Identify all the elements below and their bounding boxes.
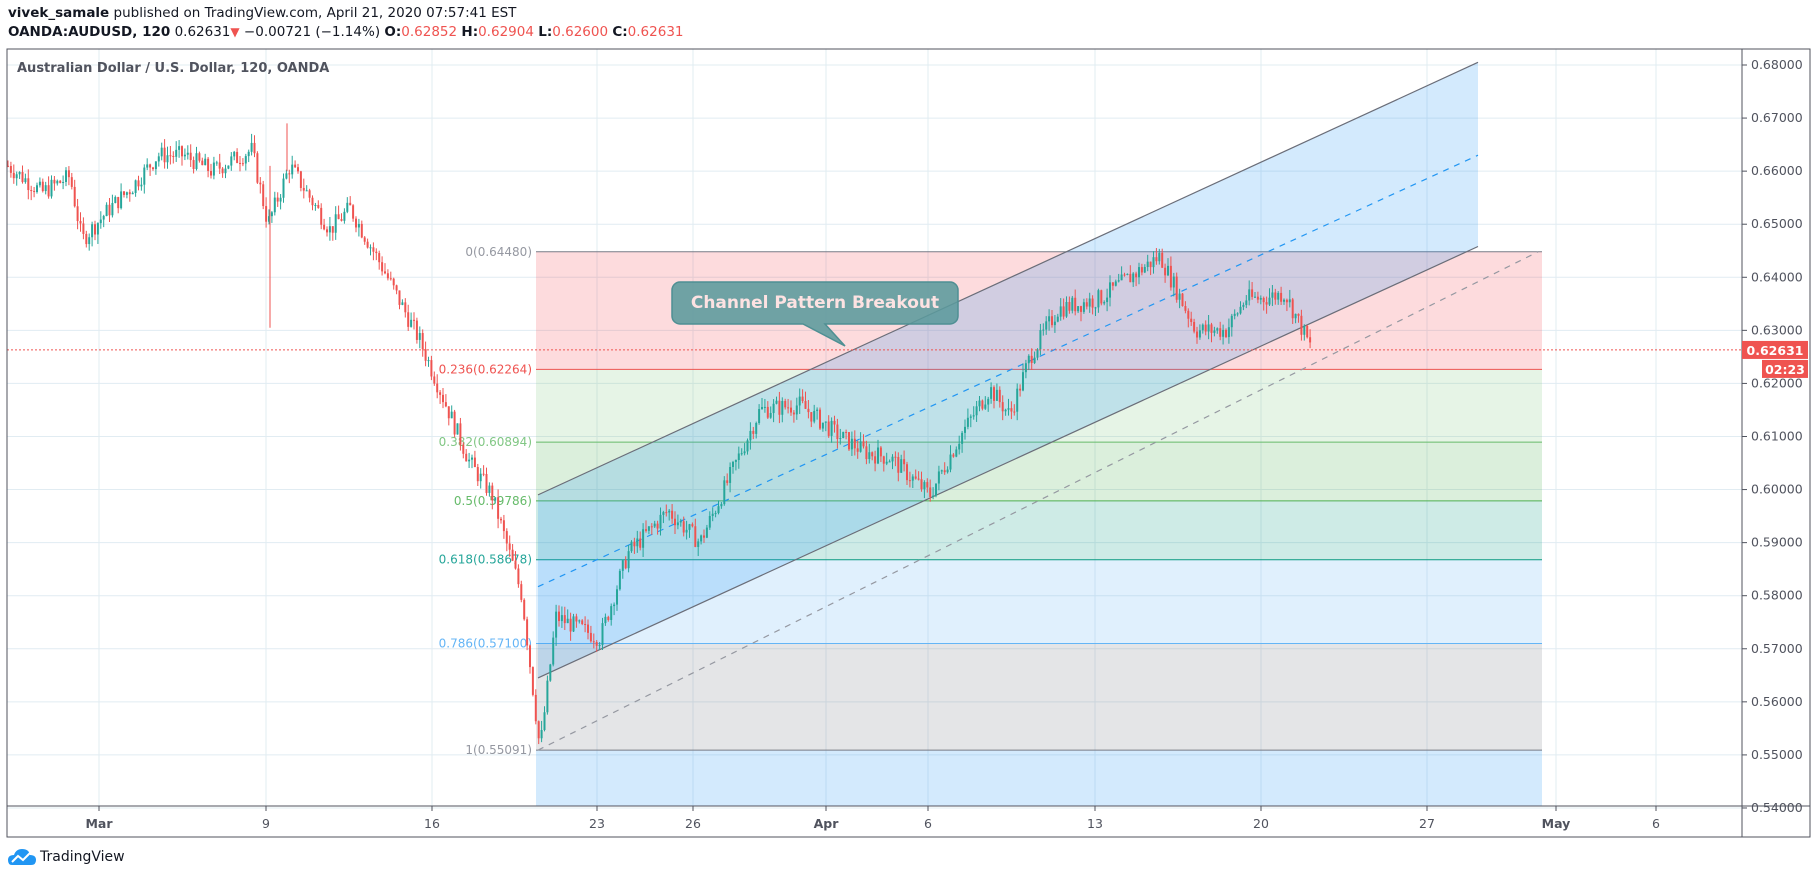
price-tick-label: 0.58000 <box>1751 588 1803 603</box>
down-arrow-icon: ▼ <box>230 25 240 39</box>
price-tick-label: 0.66000 <box>1751 163 1803 178</box>
fib-zone-0.236 <box>536 369 1542 443</box>
countdown-badge-text: 02:23 <box>1765 362 1805 377</box>
channel-fill <box>538 62 1478 678</box>
fib-label-0.236: 0.236(0.62264) <box>439 362 532 376</box>
high-value: 0.62904 <box>478 24 534 40</box>
price-tick-label: 0.57000 <box>1751 641 1803 656</box>
price-tick-label: 0.63000 <box>1751 322 1803 337</box>
callout-bubble[interactable] <box>671 281 959 347</box>
price-tick-label: 0.62000 <box>1751 375 1803 390</box>
close-value: 0.62631 <box>627 24 684 40</box>
open-label: O: <box>384 24 402 40</box>
time-tick-label: 23 <box>589 816 605 831</box>
time-tick-label: 9 <box>262 816 270 831</box>
fib-zone-1 <box>536 750 1542 806</box>
tradingview-brand[interactable]: TradingView <box>8 848 125 866</box>
symbol-label: OANDA:AUDUSD, 120 <box>8 24 171 40</box>
time-tick-label: Apr <box>814 816 840 831</box>
price-axis[interactable]: 0.68000 0.67000 0.66000 0.65000 0.64000 0.630… <box>1742 57 1808 815</box>
time-tick-label: 6 <box>1652 816 1660 831</box>
fib-label-0.5: 0.5(0.59786) <box>454 494 532 508</box>
fib-label-0.618: 0.618(0.58678) <box>439 553 532 567</box>
time-tick-label: 6 <box>924 816 932 831</box>
fib-label-0: 0(0.64480) <box>465 245 532 259</box>
fib-zone-0.786 <box>536 643 1542 751</box>
price-tick-label: 0.65000 <box>1751 216 1803 231</box>
time-tick-label: 26 <box>685 816 701 831</box>
last-price-badge-text: 0.62631 <box>1747 343 1804 358</box>
time-axis[interactable]: Mar 9 16 23 26 Apr 6 13 20 27 May 6 <box>85 806 1660 831</box>
price-tick-label: 0.60000 <box>1751 482 1803 497</box>
channel-lower-line[interactable] <box>537 245 1479 679</box>
low-label: L: <box>538 24 553 40</box>
price-tick-label: 0.68000 <box>1751 57 1803 72</box>
symbol-ohlc-bar: OANDA:AUDUSD, 120 0.62631▼ −0.00721 (−1.… <box>8 24 684 40</box>
fib-label-0.786: 0.786(0.57100) <box>439 636 532 650</box>
tradingview-logo-icon <box>8 849 36 865</box>
fib-label-0.382: 0.382(0.60894) <box>439 435 532 449</box>
last-price: 0.62631 <box>174 24 231 40</box>
channel-upper-line[interactable] <box>537 61 1479 496</box>
price-change: −0.00721 (−1.14%) <box>243 24 381 40</box>
chart-title: Australian Dollar / U.S. Dollar, 120, OA… <box>17 61 329 76</box>
parallel-channel[interactable] <box>537 61 1539 751</box>
close-label: C: <box>612 24 628 40</box>
countdown-badge <box>1762 359 1808 378</box>
price-tick-label: 0.61000 <box>1751 428 1803 443</box>
brand-label: TradingView <box>40 849 125 865</box>
published-text: published on TradingView.com, April 21, … <box>109 5 517 21</box>
time-tick-label: 20 <box>1253 816 1269 831</box>
time-tick-label: May <box>1542 816 1571 831</box>
time-tick-label: 13 <box>1087 816 1103 831</box>
author-name[interactable]: vivek_samale <box>8 5 110 21</box>
chart-grid <box>7 49 1742 809</box>
fib-label-1: 1(0.55091) <box>465 743 532 757</box>
outer-frame <box>6 48 1811 838</box>
callout-annotation[interactable]: Channel Pattern Breakout <box>671 281 959 347</box>
chart-frame <box>6 48 1811 838</box>
time-tick-label: 27 <box>1419 816 1435 831</box>
time-tick-label: 16 <box>424 816 440 831</box>
candlestick-series <box>7 123 1312 745</box>
channel-middle-line[interactable] <box>537 154 1479 588</box>
fib-zone-0.382 <box>536 442 1542 501</box>
low-value: 0.62600 <box>552 24 609 40</box>
price-tick-label: 0.56000 <box>1751 694 1803 709</box>
price-tick-label: 0.64000 <box>1751 269 1803 284</box>
last-price-badge <box>1742 340 1808 359</box>
price-tick-label: 0.59000 <box>1751 535 1803 550</box>
price-tick-label: 0.67000 <box>1751 110 1803 125</box>
time-tick-label: Mar <box>85 816 113 831</box>
publish-info: vivek_samale published on TradingView.co… <box>8 5 516 21</box>
open-value: 0.62852 <box>401 24 458 40</box>
high-label: H: <box>461 24 479 40</box>
price-tick-label: 0.54000 <box>1751 800 1803 815</box>
price-tick-label: 0.55000 <box>1751 747 1803 762</box>
callout-text: Channel Pattern Breakout <box>691 293 939 313</box>
